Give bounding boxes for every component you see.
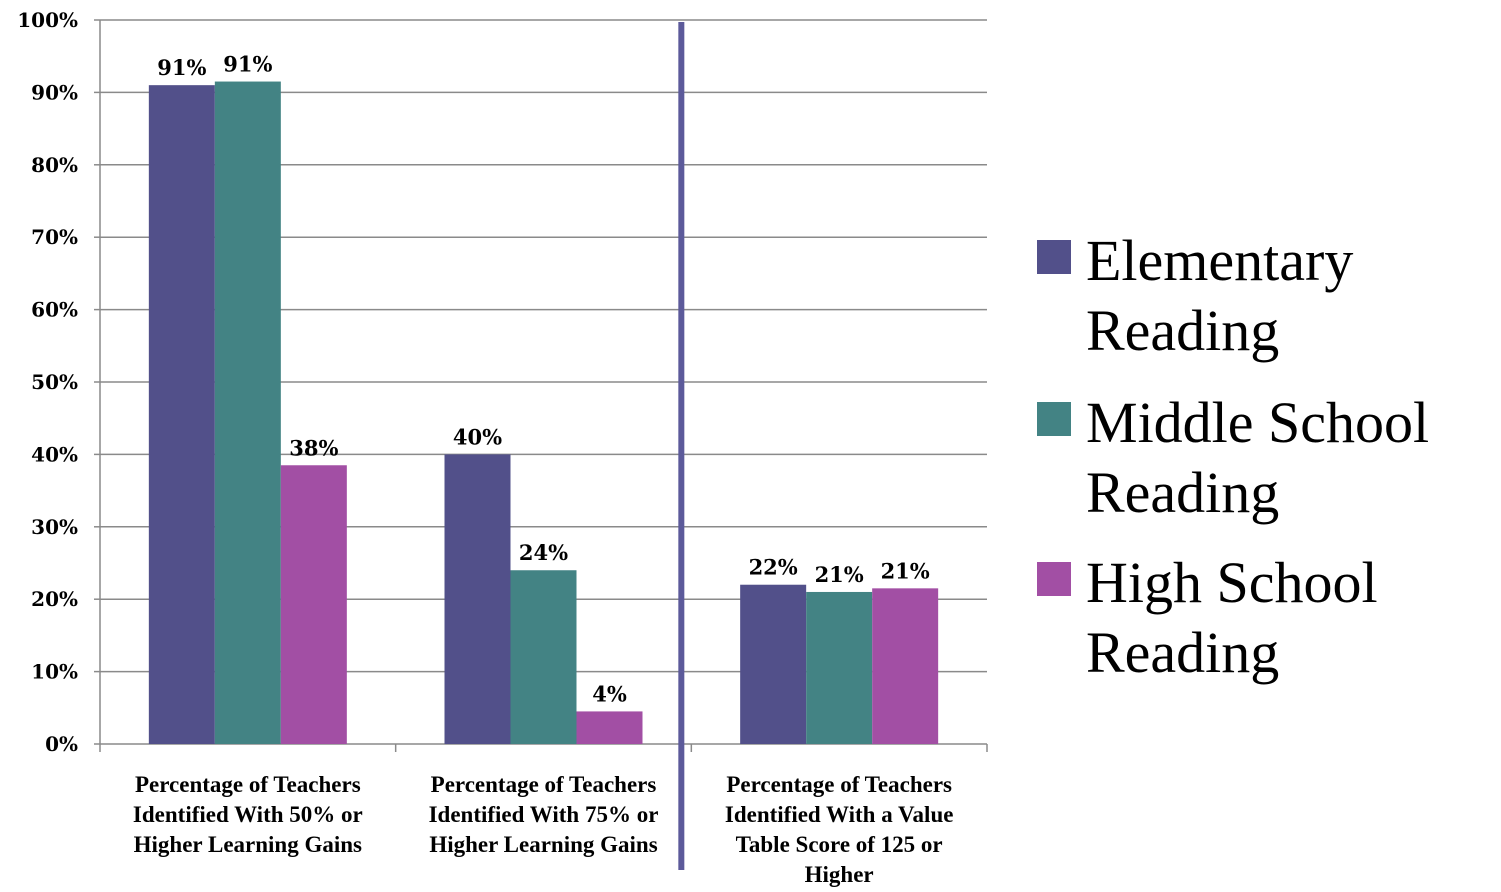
y-tick-label: 0%	[45, 732, 78, 756]
legend-label: High School Reading	[1086, 550, 1378, 685]
bar	[444, 454, 511, 744]
bar	[510, 570, 577, 744]
bar	[576, 711, 643, 744]
y-tick-label: 80%	[31, 153, 78, 177]
bars	[148, 81, 939, 745]
category-labels: Percentage of Teachers Identified With 50…	[133, 772, 954, 887]
bar	[214, 81, 281, 745]
legend-label: Elementary Reading	[1086, 228, 1353, 363]
category-label: Percentage of Teachers Identified With 75…	[429, 772, 659, 857]
y-tick-label: 90%	[31, 80, 78, 104]
y-tick-label: 10%	[31, 660, 78, 684]
category-label: Percentage of Teachers Identified With 50…	[133, 772, 363, 857]
bar	[872, 588, 939, 744]
bar	[148, 85, 215, 744]
y-tick-label: 50%	[31, 370, 78, 394]
data-label: 21%	[815, 562, 864, 587]
y-tick-label: 70%	[31, 225, 78, 249]
legend-swatch	[1037, 562, 1071, 596]
data-label: 22%	[749, 555, 798, 580]
bar	[740, 584, 807, 744]
data-labels: 91% 91% 38% 40% 24% 4% 22% 21% 21%	[157, 52, 930, 707]
legend-swatch	[1037, 402, 1071, 436]
data-label: 91%	[157, 55, 206, 80]
legend-label: Middle School Reading	[1086, 390, 1429, 525]
data-label: 40%	[453, 424, 502, 449]
data-label: 4%	[592, 681, 627, 706]
bar	[806, 591, 873, 744]
legend: Elementary Reading Middle School Reading Hig…	[1037, 228, 1429, 685]
y-tick-label: 20%	[31, 587, 78, 611]
legend-swatch	[1037, 240, 1071, 274]
y-tick-label: 30%	[31, 515, 78, 539]
y-tick-label: 60%	[31, 298, 78, 322]
data-label: 21%	[881, 558, 930, 583]
category-label: Percentage of Teachers Identified With a …	[725, 772, 954, 887]
data-label: 24%	[519, 540, 568, 565]
bar	[280, 465, 347, 744]
y-tick-label: 40%	[31, 442, 78, 466]
data-label: 91%	[223, 52, 272, 77]
y-axis: 0% 10% 20% 30% 40% 50% 60% 70% 80% 90% 100%	[17, 8, 101, 756]
y-tick-label: 100%	[17, 8, 78, 32]
data-label: 38%	[289, 435, 338, 460]
